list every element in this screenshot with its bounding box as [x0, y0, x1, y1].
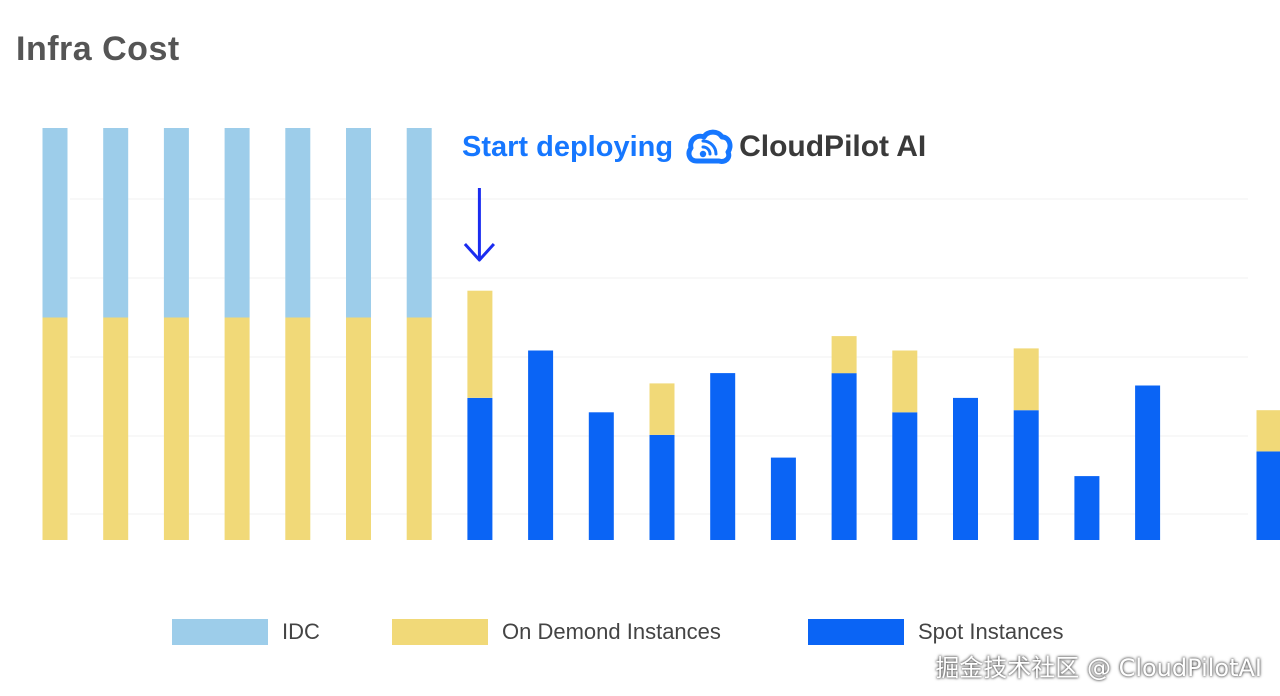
annotation-text: Start deploying — [462, 130, 674, 163]
bar-spot-17 — [1013, 410, 1039, 540]
bar-idc-6 — [346, 128, 371, 318]
bar-on-demand-8 — [467, 290, 493, 398]
bar-on-demand-3 — [163, 317, 189, 540]
bar-idc-1 — [42, 128, 68, 318]
legend-swatch-spot — [808, 619, 904, 645]
cloud-logo-icon — [686, 129, 733, 164]
legend-label-spot: Spot Instances — [918, 619, 1064, 644]
bar-idc-3 — [163, 128, 189, 318]
bar-on-demand-7 — [406, 317, 432, 540]
brand-name: CloudPilot AI — [739, 130, 927, 163]
arrow-down-icon — [463, 188, 496, 262]
bar-on-demand-11 — [649, 383, 675, 435]
legend-label-on-demand: On Demond Instances — [502, 619, 721, 644]
legend-label-idc: IDC — [282, 619, 320, 644]
bar-on-demand-4 — [224, 317, 250, 540]
bar-on-demand-5 — [285, 317, 311, 540]
bar-spot-8 — [467, 397, 493, 540]
legend-item-idc: IDC — [172, 612, 320, 652]
bar-on-demand-6 — [346, 317, 371, 540]
bar-spot-19 — [1135, 385, 1161, 540]
bar-chart — [42, 128, 1280, 540]
bar-on-demand-2 — [103, 317, 129, 540]
bar-spot-13 — [770, 457, 796, 540]
bar-idc-4 — [224, 128, 250, 318]
bar-spot-9 — [528, 350, 554, 540]
bar-on-demand-17 — [1013, 348, 1039, 411]
legend-item-on-demand: On Demond Instances — [392, 612, 721, 652]
legend-swatch-idc — [172, 619, 268, 645]
bar-idc-5 — [285, 128, 311, 318]
bar-idc-7 — [406, 128, 432, 318]
bar-on-demand-15 — [892, 350, 918, 413]
legend-item-spot: Spot Instances — [808, 612, 1064, 652]
legend-swatch-on-demand — [392, 619, 488, 645]
chart-title: Infra Cost — [16, 30, 180, 68]
bar-spot-11 — [649, 434, 675, 540]
watermark: 掘金技术社区 @ CloudPilotAI — [935, 654, 1262, 682]
bar-on-demand-14 — [831, 336, 857, 374]
bar-on-demand-21 — [1256, 410, 1280, 452]
bar-on-demand-1 — [42, 317, 68, 540]
bar-spot-18 — [1074, 476, 1100, 540]
bar-spot-12 — [710, 373, 736, 540]
bar-spot-21 — [1256, 451, 1280, 540]
bar-spot-15 — [892, 412, 918, 540]
bar-spot-16 — [953, 397, 978, 540]
bar-spot-10 — [588, 412, 614, 540]
chart-legend: IDC On Demond Instances Spot Instances — [0, 612, 1280, 652]
bar-spot-14 — [831, 373, 857, 540]
bar-idc-2 — [103, 128, 129, 318]
deploy-annotation: Start deploying CloudPilot AI — [462, 124, 926, 170]
